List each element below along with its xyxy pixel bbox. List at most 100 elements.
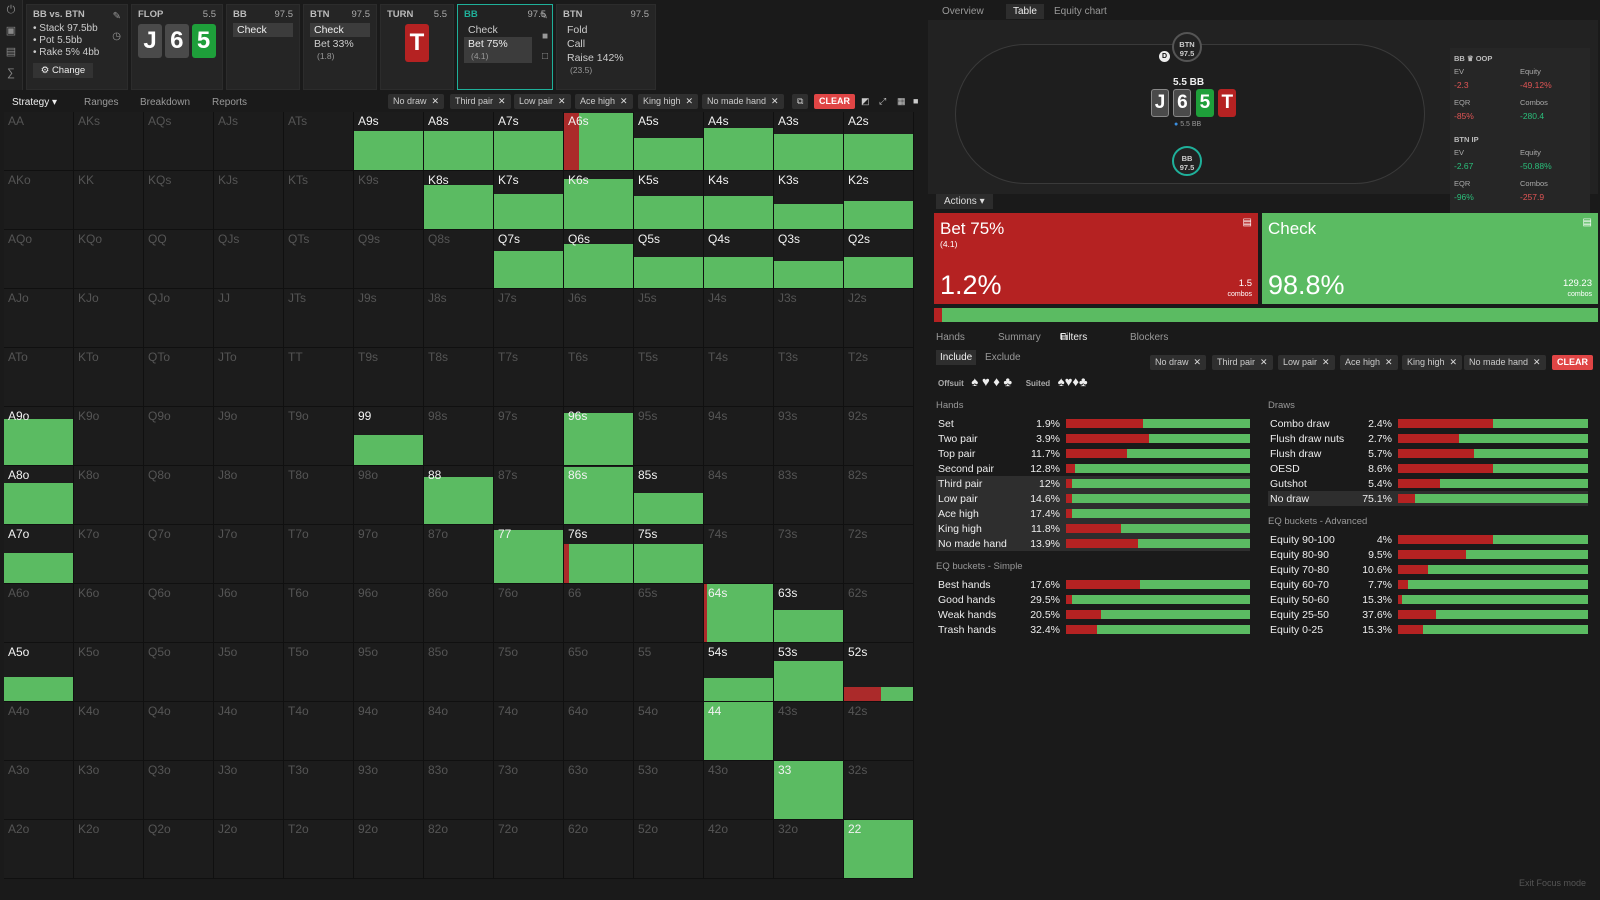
hand-cell[interactable]: 44 <box>704 702 774 761</box>
tab-strategy[interactable]: Strategy ▾ <box>12 97 58 108</box>
hand-cell[interactable]: J7o <box>214 525 284 584</box>
tab-blockers[interactable]: Blockers <box>1130 332 1169 343</box>
hand-cell[interactable]: K4s <box>704 171 774 230</box>
filter-row[interactable]: Gutshot 5.4% <box>1268 476 1588 491</box>
clear-button[interactable]: CLEAR <box>814 94 855 109</box>
hand-cell[interactable]: 32o <box>774 820 844 879</box>
hand-cell[interactable]: 77 <box>494 525 564 584</box>
hand-cell[interactable]: 66 <box>564 584 634 643</box>
filter-row[interactable]: Equity 50-60 15.3% <box>1268 592 1588 607</box>
hand-cell[interactable]: 85o <box>424 643 494 702</box>
hand-cell[interactable]: K7o <box>74 525 144 584</box>
hand-cell[interactable]: K2o <box>74 820 144 879</box>
hand-cell[interactable]: J3o <box>214 761 284 820</box>
hand-cell[interactable]: KJs <box>214 171 284 230</box>
hand-cell[interactable]: 65o <box>564 643 634 702</box>
filter-row[interactable]: King high 11.8% <box>936 521 1250 536</box>
hand-cell[interactable]: K4o <box>74 702 144 761</box>
hand-cell[interactable]: Q5o <box>144 643 214 702</box>
hand-cell[interactable]: 82o <box>424 820 494 879</box>
hand-cell[interactable]: 53s <box>774 643 844 702</box>
hand-cell[interactable]: QTo <box>144 348 214 407</box>
hand-cell[interactable]: A7s <box>494 112 564 171</box>
action-check[interactable]: Check <box>310 23 370 37</box>
hand-cell[interactable]: T8s <box>424 348 494 407</box>
filter-row[interactable]: Equity 80-90 9.5% <box>1268 547 1588 562</box>
hand-cell[interactable]: 53o <box>634 761 704 820</box>
hand-cell[interactable]: ATo <box>4 348 74 407</box>
action-check[interactable]: Check <box>468 24 498 36</box>
hand-cell[interactable]: 87o <box>424 525 494 584</box>
hand-cell[interactable]: J5s <box>634 289 704 348</box>
hand-cell[interactable]: 96s <box>564 407 634 466</box>
hand-cell[interactable]: J5o <box>214 643 284 702</box>
hand-cell[interactable]: K6s <box>564 171 634 230</box>
hand-cell[interactable]: Q2s <box>844 230 914 289</box>
hand-cell[interactable]: T4o <box>284 702 354 761</box>
filter-chip[interactable]: No made hand ✕ <box>702 94 784 109</box>
hand-cell[interactable]: T5s <box>634 348 704 407</box>
hand-cell[interactable]: AKo <box>4 171 74 230</box>
hand-cell[interactable]: 54s <box>704 643 774 702</box>
hand-cell[interactable]: Q3o <box>144 761 214 820</box>
hand-cell[interactable]: 83s <box>774 466 844 525</box>
filter-row[interactable]: Equity 60-70 7.7% <box>1268 577 1588 592</box>
close-icon[interactable]: ✕ <box>558 96 566 106</box>
hand-cell[interactable]: 62o <box>564 820 634 879</box>
hand-cell[interactable]: A4o <box>4 702 74 761</box>
hand-cell[interactable]: K9o <box>74 407 144 466</box>
hand-cell[interactable]: QJo <box>144 289 214 348</box>
street-flop[interactable]: FLOP 5.5 J 6 5 <box>131 4 223 90</box>
hand-cell[interactable]: 93o <box>354 761 424 820</box>
filter-row[interactable]: No draw 75.1% <box>1268 491 1588 506</box>
hand-cell[interactable]: K5o <box>74 643 144 702</box>
tab-hands[interactable]: Hands <box>936 332 965 343</box>
hand-cell[interactable]: 42o <box>704 820 774 879</box>
hand-cell[interactable]: Q9s <box>354 230 424 289</box>
hand-cell[interactable]: AKs <box>74 112 144 171</box>
hand-cell[interactable]: K2s <box>844 171 914 230</box>
filter-row[interactable]: Low pair 14.6% <box>936 491 1250 506</box>
club-icon[interactable]: ♣ <box>1003 374 1013 389</box>
hand-cell[interactable]: 83o <box>424 761 494 820</box>
hand-cell[interactable]: A9s <box>354 112 424 171</box>
hand-cell[interactable]: 33 <box>774 761 844 820</box>
hand-cell[interactable]: T4s <box>704 348 774 407</box>
hand-cell[interactable]: 87s <box>494 466 564 525</box>
hand-cell[interactable]: 75s <box>634 525 704 584</box>
filter-row[interactable]: Equity 0-25 15.3% <box>1268 622 1588 637</box>
hand-cell[interactable]: T2s <box>844 348 914 407</box>
hand-cell[interactable]: QQ <box>144 230 214 289</box>
hand-cell[interactable]: 64o <box>564 702 634 761</box>
filter-row[interactable]: Two pair 3.9% <box>936 431 1250 446</box>
hand-cell[interactable]: J2s <box>844 289 914 348</box>
hand-cell[interactable]: KJo <box>74 289 144 348</box>
filter-row[interactable]: No made hand 13.9% <box>936 536 1250 551</box>
nav-btn-turn[interactable]: BTN 97.5 Fold Call Raise 142%(23.5) <box>556 4 656 90</box>
hand-cell[interactable]: J4s <box>704 289 774 348</box>
hand-cell[interactable]: K7s <box>494 171 564 230</box>
hand-cell[interactable]: K3o <box>74 761 144 820</box>
close-icon[interactable]: ✕ <box>1533 357 1541 367</box>
seat-btn[interactable]: BTN 97.5 <box>1172 32 1202 62</box>
filter-chip[interactable]: Low pair ✕ <box>1278 355 1335 370</box>
hand-cell[interactable]: Q4o <box>144 702 214 761</box>
hand-cell[interactable]: KTs <box>284 171 354 230</box>
street-turn[interactable]: TURN 5.5 T <box>380 4 454 90</box>
tab-reports[interactable]: Reports <box>212 97 248 108</box>
close-icon[interactable]: ✕ <box>1260 357 1268 367</box>
filter-chip[interactable]: Ace high ✕ <box>575 94 633 109</box>
hand-cell[interactable]: 65s <box>634 584 704 643</box>
filter-row[interactable]: Weak hands 20.5% <box>936 607 1250 622</box>
filter-row[interactable]: Combo draw 2.4% <box>1268 416 1588 431</box>
hand-cell[interactable]: T2o <box>284 820 354 879</box>
hand-cell[interactable]: A6o <box>4 584 74 643</box>
hand-cell[interactable]: 43o <box>704 761 774 820</box>
tab-ranges[interactable]: Ranges <box>84 97 119 108</box>
include-button[interactable]: Include <box>936 350 977 365</box>
hand-cell[interactable]: Q5s <box>634 230 704 289</box>
hand-cell[interactable]: Q9o <box>144 407 214 466</box>
hand-cell[interactable]: 94o <box>354 702 424 761</box>
action-call[interactable]: Call <box>567 38 586 50</box>
hand-cell[interactable]: 84o <box>424 702 494 761</box>
